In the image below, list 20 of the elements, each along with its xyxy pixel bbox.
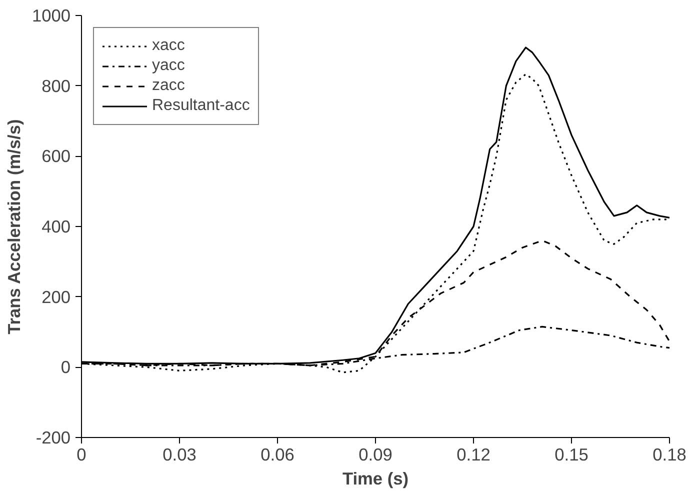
x-tick-label: 0.09: [358, 444, 392, 464]
x-tick-label: 0: [76, 444, 86, 464]
y-tick-label: 0: [60, 357, 71, 378]
y-tick-label: 1000: [32, 6, 71, 26]
x-tick-label: 0.06: [260, 444, 294, 464]
x-axis-title: Time (s): [342, 468, 409, 488]
y-axis-title: Trans Acceleration (m/s/s): [4, 119, 24, 334]
legend-label: Resultant-acc: [152, 97, 250, 115]
x-tick-label: 0.15: [554, 444, 588, 464]
x-tick-label: 0.03: [162, 444, 196, 464]
y-tick-label: -200: [36, 428, 71, 448]
y-tick-label: 600: [42, 146, 71, 166]
x-tick-label: 0.12: [456, 444, 490, 464]
y-tick-label: 800: [42, 76, 71, 96]
x-tick-label: 0.18: [652, 444, 686, 464]
legend-label: zacc: [152, 77, 185, 95]
legend-label: xacc: [152, 37, 185, 55]
y-tick-label: 400: [42, 216, 71, 236]
y-tick-label: 200: [42, 286, 71, 307]
legend-label: yacc: [152, 57, 185, 75]
